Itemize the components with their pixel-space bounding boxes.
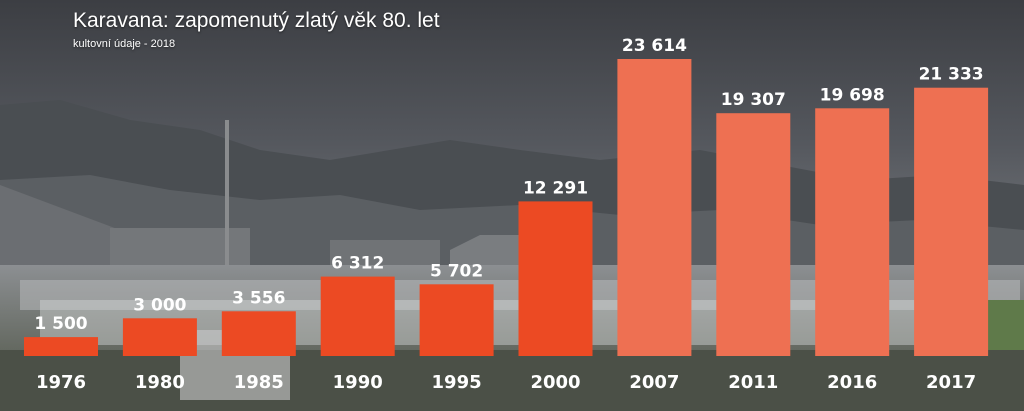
value-label-2011: 19 307 (721, 90, 786, 110)
bar-1985 (221, 311, 296, 356)
value-label-2007: 23 614 (622, 36, 687, 56)
value-label-1980: 3 000 (133, 295, 186, 315)
category-label-1980: 1980 (135, 372, 185, 393)
category-label-2007: 2007 (629, 372, 679, 393)
bar-1990 (320, 276, 395, 356)
bar-2016 (815, 108, 890, 356)
bar-1980 (122, 318, 197, 356)
bar-1995 (419, 284, 494, 356)
value-label-2016: 19 698 (820, 85, 885, 105)
category-label-1976: 1976 (36, 372, 86, 393)
bar-2000 (518, 201, 593, 356)
value-label-2017: 21 333 (919, 65, 984, 85)
bar-1976 (24, 337, 98, 356)
bar-2007 (617, 59, 692, 356)
category-label-1995: 1995 (432, 372, 482, 393)
chart-subtitle: kultovní údaje - 2018 (73, 38, 176, 50)
category-label-1985: 1985 (234, 372, 284, 393)
value-label-1990: 6 312 (331, 254, 384, 274)
chart-title: Karavana: zapomenutý zlatý věk 80. let (73, 9, 440, 32)
value-label-1995: 5 702 (430, 261, 483, 281)
value-label-2000: 12 291 (523, 178, 588, 198)
category-label-2011: 2011 (728, 372, 778, 393)
value-label-1985: 3 556 (232, 288, 285, 308)
category-label-2016: 2016 (827, 372, 877, 393)
bar-2011 (716, 113, 791, 356)
category-label-2000: 2000 (530, 372, 580, 393)
category-label-2017: 2017 (926, 372, 976, 393)
value-label-1976: 1 500 (34, 314, 87, 334)
bar-2017 (914, 87, 989, 356)
category-label-1990: 1990 (333, 372, 383, 393)
